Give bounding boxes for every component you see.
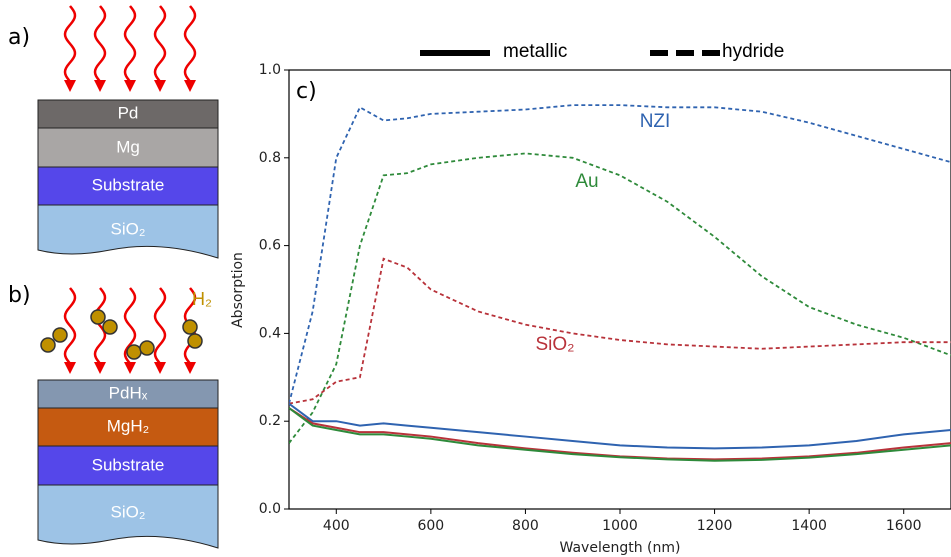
layer	[37, 407, 219, 447]
arrow-head	[94, 362, 106, 374]
plot-area	[289, 104, 951, 462]
arrow	[123, 5, 137, 83]
chart: c) Wavelength (nm) Absorption 0.0 0.2 0.4 0…	[230, 41, 951, 556]
layer	[37, 166, 219, 206]
layer-label: Substrate	[92, 175, 165, 194]
arrow-head	[64, 80, 76, 92]
layer-label: Pd	[118, 103, 139, 122]
arrow	[63, 287, 77, 365]
layer	[37, 204, 219, 259]
layer-label: Substrate	[92, 455, 165, 474]
plot-frame	[288, 69, 951, 510]
legend-label: hydride	[722, 41, 784, 62]
light-arrows	[63, 5, 197, 374]
x-tick-label: 400	[323, 518, 350, 534]
panel-label: c)	[296, 79, 317, 104]
y-tick-label: 0.2	[259, 413, 281, 429]
arrow	[93, 5, 107, 83]
arrow-head	[64, 362, 76, 374]
panel-label: a)	[8, 25, 30, 50]
y-tick-label: 0.0	[259, 501, 281, 517]
h2-molecules	[40, 309, 203, 360]
x-tick-label: 600	[417, 518, 444, 534]
x-tick-label: 1600	[886, 518, 922, 534]
y-axis-label: Absorption	[230, 252, 246, 328]
layer-label: PdHₓ	[109, 383, 148, 402]
arrow-head	[124, 362, 136, 374]
line	[289, 407, 951, 462]
layer-label: SiO₂	[111, 219, 146, 238]
layer	[37, 99, 219, 129]
gas-label: H₂	[192, 289, 212, 309]
legend-label: metallic	[503, 41, 567, 62]
x-tick-label: 1400	[791, 518, 827, 534]
y-tick-label: 1.0	[259, 62, 281, 78]
arrow	[153, 5, 167, 83]
layer	[37, 127, 219, 168]
arrow-head	[184, 80, 196, 92]
x-tick-label: 800	[512, 518, 539, 534]
layer-label: SiO₂	[111, 502, 146, 521]
line	[289, 257, 951, 405]
arrow	[93, 287, 107, 365]
arrow-head	[154, 362, 166, 374]
line	[289, 402, 951, 450]
arrow	[123, 287, 137, 365]
arrow-head	[124, 80, 136, 92]
arrow-head	[184, 362, 196, 374]
line	[289, 152, 951, 444]
x-tick-label: 1000	[602, 518, 638, 534]
x-tick-label: 1200	[697, 518, 733, 534]
y-tick-label: 0.4	[259, 325, 281, 341]
layer	[37, 445, 219, 486]
panel-label: b)	[8, 283, 31, 308]
y-tick-label: 0.6	[259, 238, 281, 254]
layer	[37, 379, 219, 409]
arrow	[183, 5, 197, 83]
line	[289, 104, 951, 404]
arrow-head	[94, 80, 106, 92]
layer-label: MgH₂	[107, 416, 150, 435]
layer-label: Mg	[116, 137, 140, 156]
x-axis-label: Wavelength (nm)	[560, 540, 681, 556]
curve-label: SiO₂	[535, 334, 574, 355]
arrow-head	[154, 80, 166, 92]
curve-label: Au	[575, 171, 598, 192]
line	[289, 407, 951, 461]
arrow	[153, 287, 167, 365]
layer	[37, 484, 219, 549]
y-tick-label: 0.8	[259, 150, 281, 166]
curve-label: NZI	[640, 111, 671, 132]
arrow	[63, 5, 77, 83]
